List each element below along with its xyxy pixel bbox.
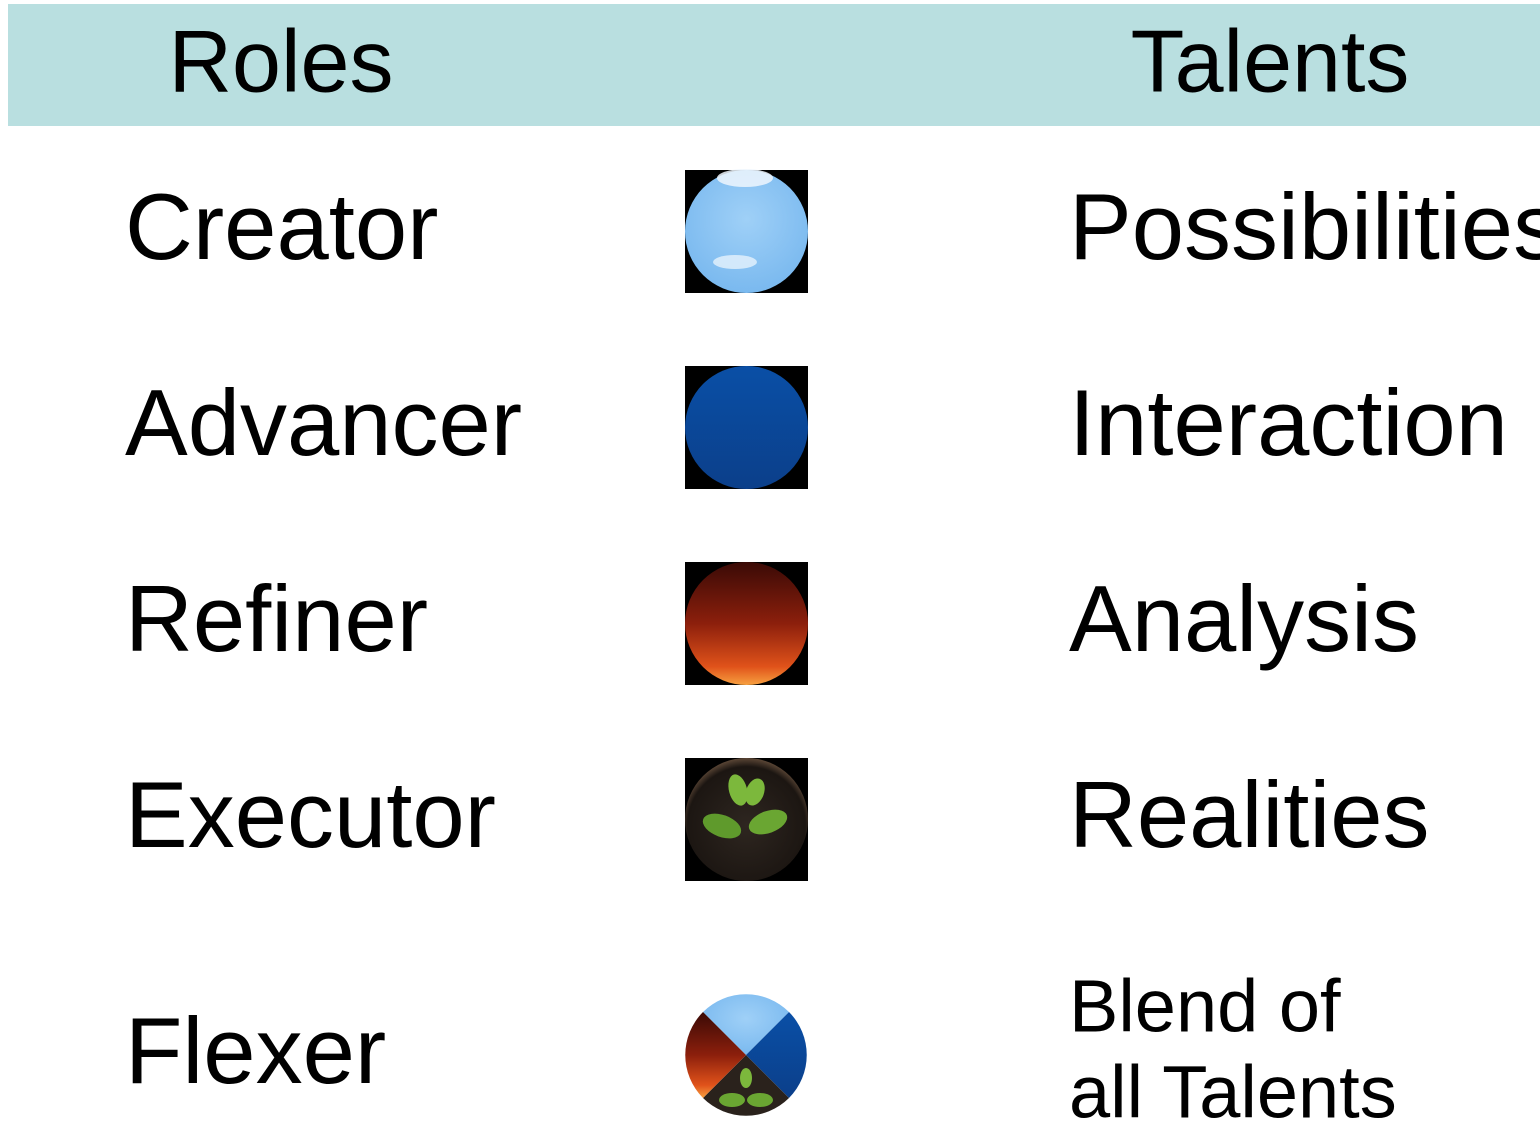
header-talents: Talents (1131, 11, 1410, 110)
icon-sea (685, 366, 808, 489)
role-label: Refiner (125, 566, 428, 671)
icon-fire (685, 562, 808, 685)
icon-plant (685, 758, 808, 881)
talent-label: Interaction (1069, 370, 1508, 475)
role-label: Executor (125, 762, 496, 867)
role-label: Advancer (125, 370, 522, 475)
header-band (8, 4, 1540, 126)
talent-label: Analysis (1069, 566, 1419, 671)
talent-label: Blend of (1069, 965, 1341, 1048)
icon-sky (685, 169, 808, 293)
talent-label: Realities (1069, 762, 1430, 867)
talent-label: Possibilities (1069, 174, 1540, 279)
talent-label: all Talents (1069, 1051, 1397, 1132)
role-label: Creator (125, 174, 438, 279)
header-roles: Roles (169, 11, 394, 110)
role-label: Flexer (125, 998, 386, 1103)
icon-blend (685, 994, 807, 1116)
